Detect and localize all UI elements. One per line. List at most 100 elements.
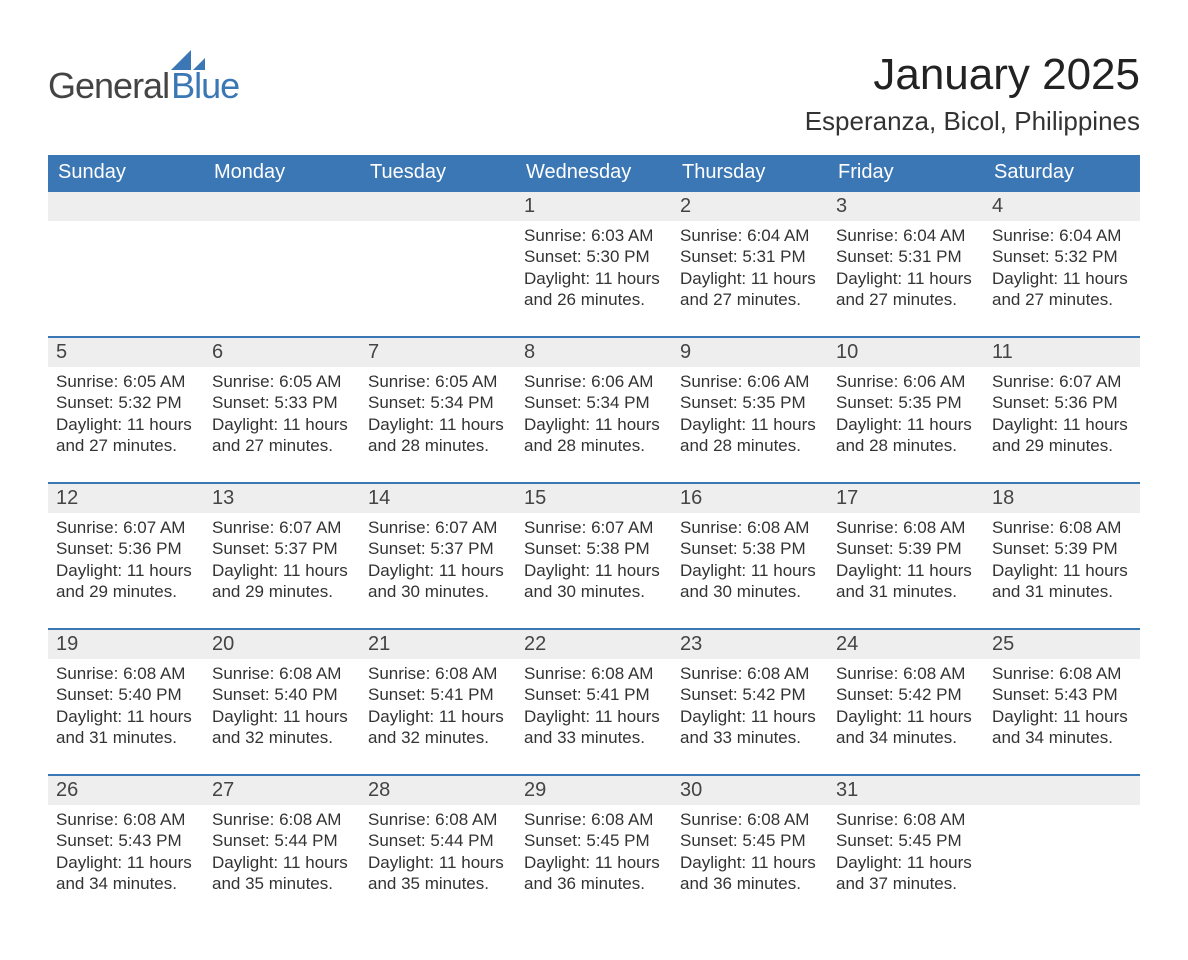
week-row: 1234Sunrise: 6:03 AMSunset: 5:30 PMDayli… (48, 190, 1140, 336)
date-number: 11 (984, 338, 1140, 367)
date-number: 25 (984, 630, 1140, 659)
daylight-line-1: Daylight: 11 hours (56, 414, 196, 435)
daylight-line-1: Daylight: 11 hours (992, 268, 1132, 289)
date-number: 14 (360, 484, 516, 513)
sunrise-line: Sunrise: 6:04 AM (992, 225, 1132, 246)
date-number: 5 (48, 338, 204, 367)
sunset-line: Sunset: 5:43 PM (992, 684, 1132, 705)
daylight-line-2: and 28 minutes. (524, 435, 664, 456)
daylight-line-2: and 33 minutes. (680, 727, 820, 748)
day-content (984, 805, 1140, 920)
titles: January 2025 Esperanza, Bicol, Philippin… (805, 50, 1140, 137)
daylight-line-2: and 32 minutes. (368, 727, 508, 748)
daylight-line-1: Daylight: 11 hours (680, 268, 820, 289)
sunrise-line: Sunrise: 6:04 AM (680, 225, 820, 246)
date-number: 12 (48, 484, 204, 513)
sunrise-line: Sunrise: 6:03 AM (524, 225, 664, 246)
logo-blue-wrap: Blue (171, 50, 239, 104)
daylight-line-2: and 36 minutes. (524, 873, 664, 894)
daylight-line-1: Daylight: 11 hours (212, 560, 352, 581)
daylight-line-2: and 28 minutes. (680, 435, 820, 456)
daylight-line-1: Daylight: 11 hours (836, 414, 976, 435)
daylight-line-1: Daylight: 11 hours (992, 706, 1132, 727)
day-content-row: Sunrise: 6:07 AMSunset: 5:36 PMDaylight:… (48, 513, 1140, 628)
daylight-line-1: Daylight: 11 hours (680, 852, 820, 873)
daylight-line-1: Daylight: 11 hours (992, 560, 1132, 581)
day-content-row: Sunrise: 6:08 AMSunset: 5:43 PMDaylight:… (48, 805, 1140, 920)
daylight-line-2: and 35 minutes. (368, 873, 508, 894)
day-content: Sunrise: 6:07 AMSunset: 5:36 PMDaylight:… (48, 513, 204, 628)
date-number (48, 192, 204, 221)
date-number: 6 (204, 338, 360, 367)
sunrise-line: Sunrise: 6:04 AM (836, 225, 976, 246)
day-content: Sunrise: 6:08 AMSunset: 5:45 PMDaylight:… (516, 805, 672, 920)
week-row: 12131415161718Sunrise: 6:07 AMSunset: 5:… (48, 482, 1140, 628)
sunset-line: Sunset: 5:45 PM (836, 830, 976, 851)
sunset-line: Sunset: 5:39 PM (992, 538, 1132, 559)
day-content: Sunrise: 6:07 AMSunset: 5:36 PMDaylight:… (984, 367, 1140, 482)
sunrise-line: Sunrise: 6:08 AM (524, 663, 664, 684)
daylight-line-2: and 29 minutes. (992, 435, 1132, 456)
day-content: Sunrise: 6:08 AMSunset: 5:40 PMDaylight:… (48, 659, 204, 774)
sunrise-line: Sunrise: 6:08 AM (56, 809, 196, 830)
sunrise-line: Sunrise: 6:06 AM (524, 371, 664, 392)
day-content (360, 221, 516, 336)
day-content: Sunrise: 6:08 AMSunset: 5:43 PMDaylight:… (984, 659, 1140, 774)
daylight-line-2: and 31 minutes. (56, 727, 196, 748)
daylight-line-1: Daylight: 11 hours (368, 852, 508, 873)
date-number: 8 (516, 338, 672, 367)
daylight-line-1: Daylight: 11 hours (368, 414, 508, 435)
day-content: Sunrise: 6:04 AMSunset: 5:32 PMDaylight:… (984, 221, 1140, 336)
sunrise-line: Sunrise: 6:08 AM (524, 809, 664, 830)
month-title: January 2025 (805, 50, 1140, 100)
sunrise-line: Sunrise: 6:07 AM (992, 371, 1132, 392)
sunset-line: Sunset: 5:42 PM (836, 684, 976, 705)
date-number (984, 776, 1140, 805)
sunrise-line: Sunrise: 6:08 AM (992, 663, 1132, 684)
day-content (204, 221, 360, 336)
sunrise-line: Sunrise: 6:08 AM (680, 663, 820, 684)
daylight-line-1: Daylight: 11 hours (992, 414, 1132, 435)
sunset-line: Sunset: 5:37 PM (368, 538, 508, 559)
sunset-line: Sunset: 5:37 PM (212, 538, 352, 559)
daylight-line-2: and 30 minutes. (680, 581, 820, 602)
date-number: 19 (48, 630, 204, 659)
sunrise-line: Sunrise: 6:08 AM (56, 663, 196, 684)
daylight-line-1: Daylight: 11 hours (56, 706, 196, 727)
daylight-line-1: Daylight: 11 hours (836, 268, 976, 289)
daylight-line-2: and 29 minutes. (56, 581, 196, 602)
day-content-row: Sunrise: 6:03 AMSunset: 5:30 PMDaylight:… (48, 221, 1140, 336)
date-number: 10 (828, 338, 984, 367)
daylight-line-1: Daylight: 11 hours (836, 852, 976, 873)
sunrise-line: Sunrise: 6:08 AM (836, 809, 976, 830)
sunset-line: Sunset: 5:43 PM (56, 830, 196, 851)
date-number: 26 (48, 776, 204, 805)
sunset-line: Sunset: 5:32 PM (56, 392, 196, 413)
daylight-line-1: Daylight: 11 hours (680, 706, 820, 727)
date-number: 22 (516, 630, 672, 659)
sunrise-line: Sunrise: 6:08 AM (368, 809, 508, 830)
daylight-line-1: Daylight: 11 hours (212, 706, 352, 727)
daylight-line-1: Daylight: 11 hours (680, 560, 820, 581)
sunset-line: Sunset: 5:31 PM (836, 246, 976, 267)
sunset-line: Sunset: 5:34 PM (368, 392, 508, 413)
sunrise-line: Sunrise: 6:08 AM (836, 663, 976, 684)
sunrise-line: Sunrise: 6:08 AM (368, 663, 508, 684)
sunset-line: Sunset: 5:31 PM (680, 246, 820, 267)
day-of-week-cell: Tuesday (360, 155, 516, 190)
day-of-week-cell: Friday (828, 155, 984, 190)
sunset-line: Sunset: 5:32 PM (992, 246, 1132, 267)
sunrise-line: Sunrise: 6:06 AM (680, 371, 820, 392)
sunset-line: Sunset: 5:33 PM (212, 392, 352, 413)
sunrise-line: Sunrise: 6:05 AM (212, 371, 352, 392)
week-row: 19202122232425Sunrise: 6:08 AMSunset: 5:… (48, 628, 1140, 774)
sunset-line: Sunset: 5:40 PM (212, 684, 352, 705)
date-number: 29 (516, 776, 672, 805)
date-number (360, 192, 516, 221)
daylight-line-2: and 27 minutes. (680, 289, 820, 310)
sunset-line: Sunset: 5:44 PM (368, 830, 508, 851)
day-content: Sunrise: 6:07 AMSunset: 5:38 PMDaylight:… (516, 513, 672, 628)
sunset-line: Sunset: 5:36 PM (992, 392, 1132, 413)
sunrise-line: Sunrise: 6:08 AM (212, 809, 352, 830)
day-content: Sunrise: 6:08 AMSunset: 5:42 PMDaylight:… (828, 659, 984, 774)
